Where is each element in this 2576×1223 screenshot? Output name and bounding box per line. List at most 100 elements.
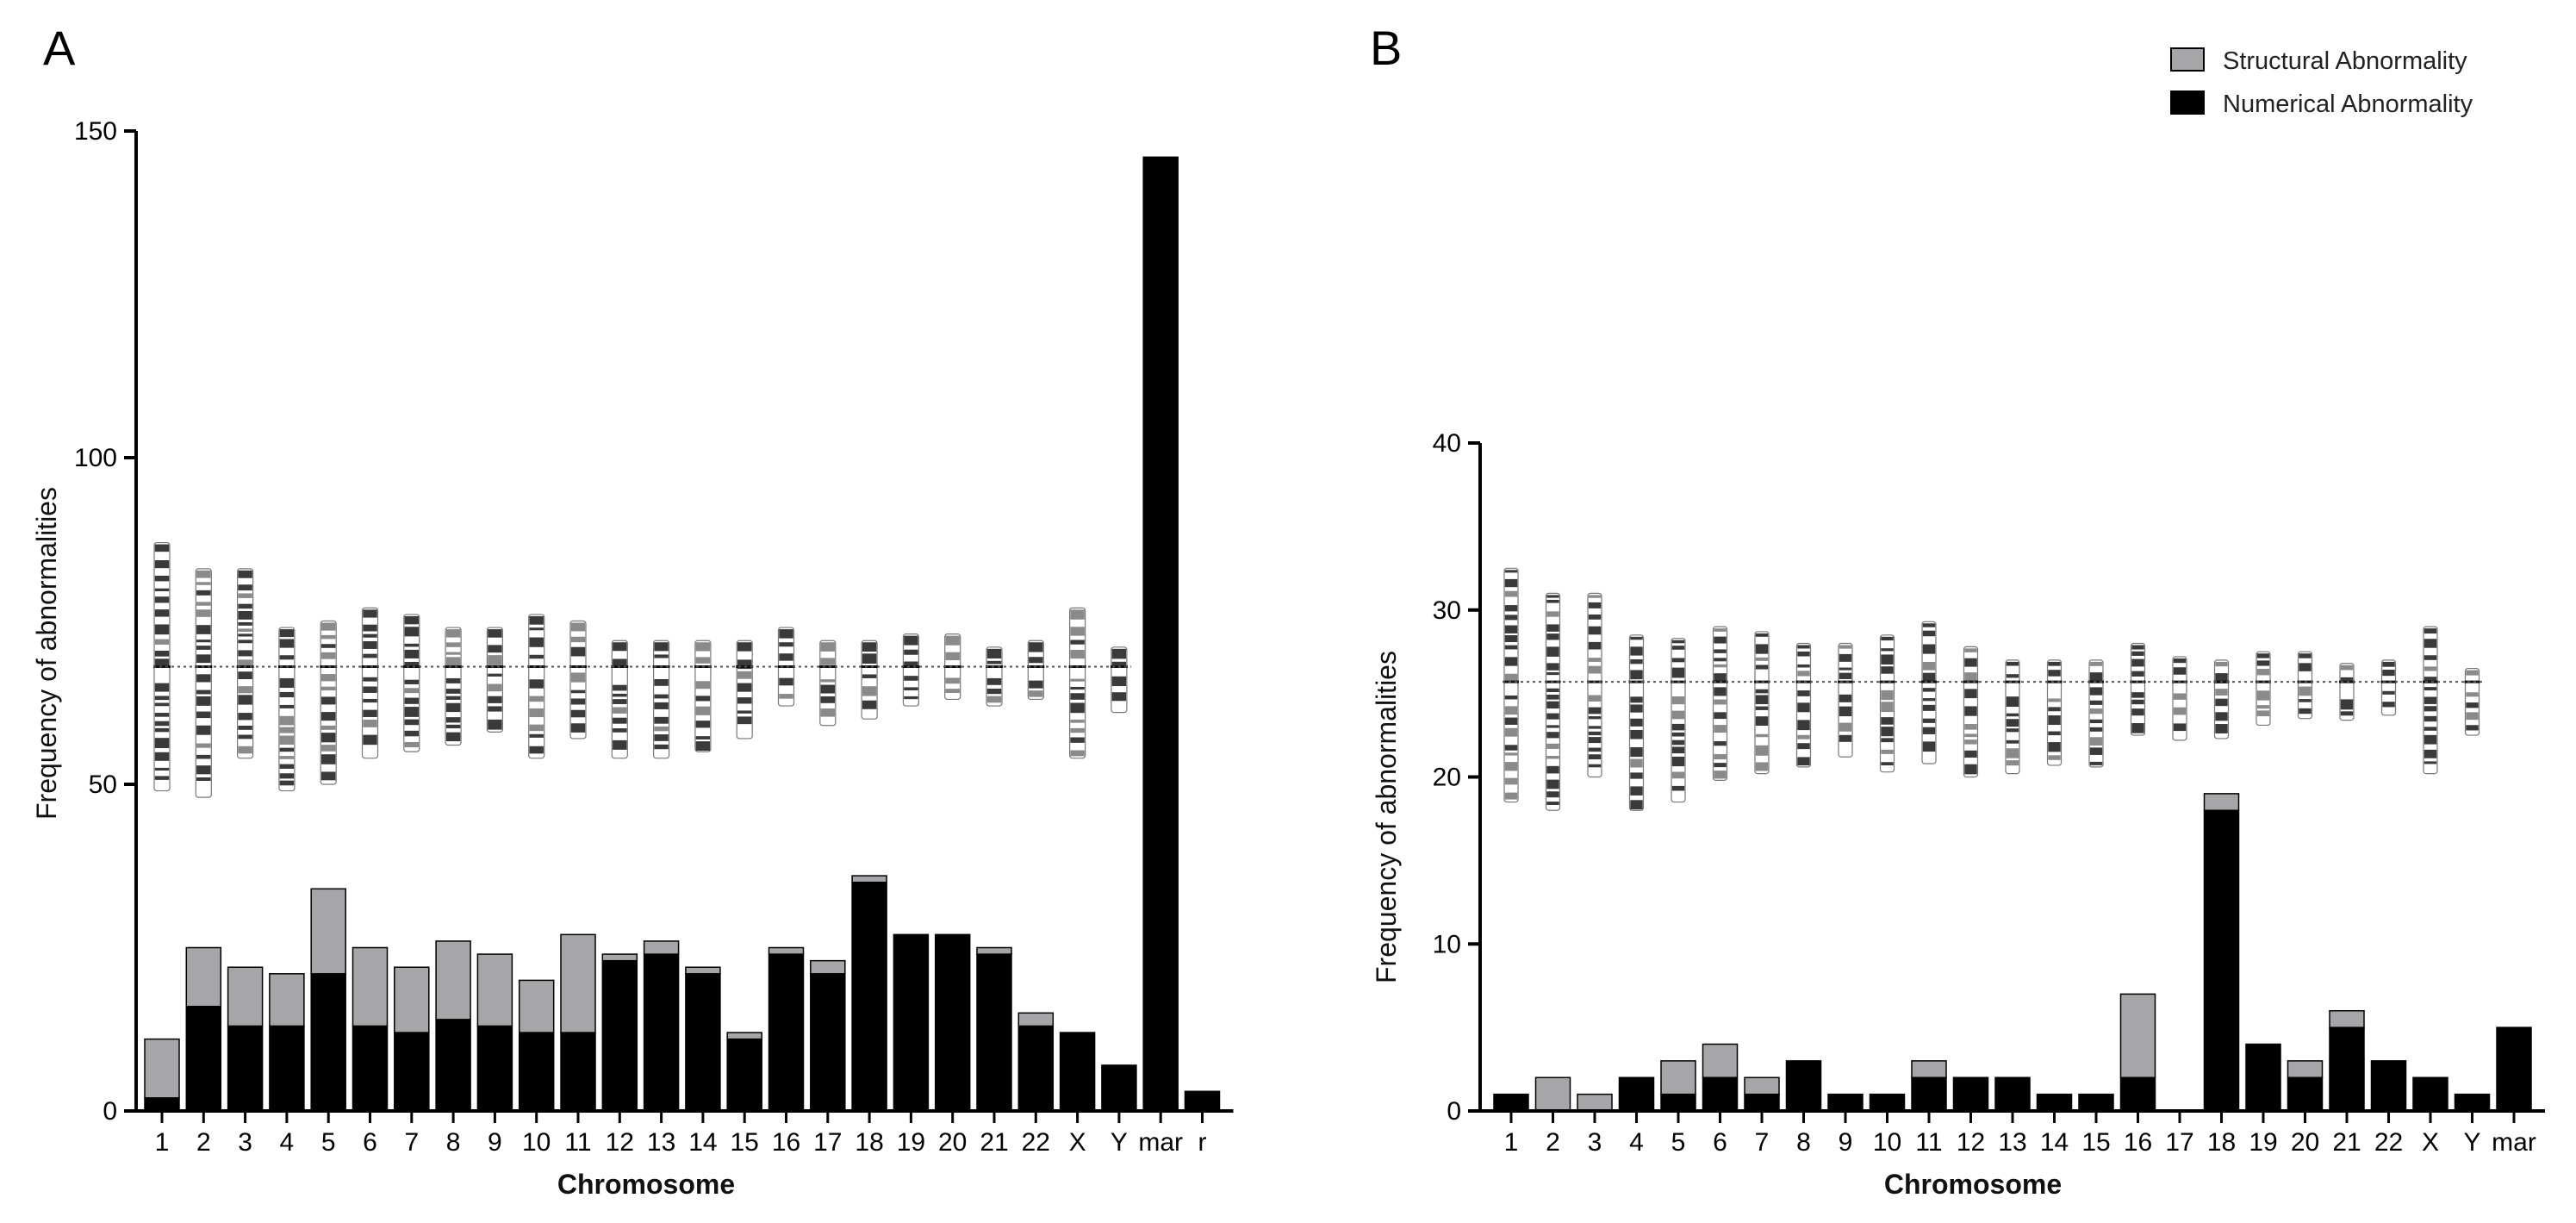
- x-tick-label: r: [1198, 1128, 1207, 1157]
- bar-numerical-19: [2245, 1043, 2281, 1112]
- x-tick-label: 18: [855, 1128, 883, 1157]
- bar-numerical-1: [1493, 1093, 1529, 1112]
- bar-numerical-mar: [1142, 156, 1179, 1112]
- ideogram-19: [2256, 651, 2271, 727]
- bar-structural-13: [643, 940, 680, 955]
- ideogram-20: [2297, 651, 2313, 720]
- panel-b-ideograms: [1503, 567, 2480, 811]
- bar-numerical-6: [1702, 1076, 1739, 1112]
- ideogram-11: [1921, 621, 1937, 764]
- bar-structural-6: [1702, 1043, 1739, 1078]
- bar-numerical-13: [1994, 1076, 2031, 1112]
- ideogram-22: [1027, 640, 1045, 701]
- x-tick-label: 14: [2040, 1128, 2069, 1157]
- panel-a-bars: [144, 156, 1221, 1112]
- bar-structural-9: [476, 953, 513, 1027]
- ideogram-13: [652, 640, 670, 759]
- x-tick-label: 6: [363, 1128, 377, 1157]
- x-tick-label: X: [2422, 1128, 2439, 1157]
- bar-numerical-10: [518, 1032, 555, 1112]
- x-tick-label: Y: [2463, 1128, 2480, 1157]
- ideogram-17: [2172, 656, 2187, 741]
- ideogram-21: [2339, 663, 2355, 721]
- bar-structural-22: [1017, 1012, 1055, 1027]
- panel-b: B Frequency of abnormalities Chromosome …: [1370, 21, 2545, 1200]
- bar-numerical-12: [1952, 1076, 1989, 1112]
- bar-numerical-Y: [2454, 1093, 2491, 1112]
- ideogram-15: [2088, 659, 2104, 768]
- ideogram-12: [1963, 646, 1979, 778]
- bar-structural-18: [2203, 793, 2240, 811]
- panel-a: A Frequency of abnormalities Chromosome …: [31, 21, 1234, 1200]
- x-tick-label: 20: [938, 1128, 967, 1157]
- y-tick-label: 0: [1447, 1097, 1461, 1126]
- ideogram-20: [943, 633, 961, 701]
- ideogram-Y: [1110, 646, 1128, 714]
- ideogram-5: [320, 620, 338, 785]
- ideogram-4: [277, 627, 296, 792]
- bar-numerical-22: [2370, 1060, 2407, 1112]
- bar-numerical-5: [1660, 1093, 1696, 1112]
- ideogram-6: [361, 607, 379, 759]
- ideogram-3: [1587, 592, 1602, 778]
- bar-structural-5: [1660, 1060, 1696, 1095]
- x-tick-label: mar: [1138, 1128, 1183, 1157]
- bar-numerical-r: [1184, 1090, 1221, 1112]
- ideogram-2: [1545, 592, 1561, 811]
- x-tick-label: 3: [238, 1128, 252, 1157]
- ideogram-14: [694, 640, 712, 752]
- bar-structural-2: [185, 946, 222, 1008]
- bar-numerical-14: [2036, 1093, 2073, 1112]
- bar-structural-3: [227, 966, 264, 1027]
- ideogram-4: [1628, 634, 1645, 811]
- bar-numerical-14: [685, 973, 721, 1112]
- ideogram-19: [902, 633, 920, 707]
- bar-structural-4: [269, 973, 305, 1027]
- ideogram-Y: [2464, 667, 2480, 736]
- x-tick-label: 9: [1839, 1128, 1853, 1157]
- x-tick-label: 4: [1629, 1128, 1644, 1157]
- panel-b-bars: [1493, 793, 2532, 1112]
- bar-numerical-5: [310, 973, 346, 1112]
- bar-numerical-8: [1785, 1060, 1822, 1112]
- x-tick-label: 19: [897, 1128, 925, 1157]
- ideogram-16: [777, 627, 795, 707]
- ideogram-9: [486, 627, 504, 733]
- x-tick-label: 13: [647, 1128, 675, 1157]
- y-tick-label: 10: [1433, 930, 1461, 958]
- bar-structural-3: [1577, 1093, 1613, 1112]
- ideogram-X: [2423, 626, 2438, 775]
- x-tick-label: 10: [522, 1128, 551, 1157]
- bar-numerical-9: [1827, 1093, 1864, 1112]
- bar-numerical-4: [1618, 1076, 1655, 1112]
- ideogram-X: [1068, 607, 1086, 759]
- bar-numerical-Y: [1101, 1064, 1137, 1112]
- y-tick-label: 50: [89, 771, 117, 799]
- y-tick-label: 20: [1433, 764, 1461, 792]
- bar-structural-20: [2287, 1060, 2324, 1078]
- x-tick-label: 12: [606, 1128, 634, 1157]
- ideogram-7: [402, 614, 420, 752]
- ideogram-5: [1671, 638, 1686, 803]
- bar-numerical-12: [601, 959, 638, 1112]
- x-tick-label: 13: [1998, 1128, 2026, 1157]
- panel-b-label: B: [1370, 21, 1402, 75]
- bar-numerical-9: [476, 1025, 513, 1112]
- bar-structural-8: [435, 940, 471, 1020]
- bar-structural-7: [394, 966, 430, 1033]
- bar-numerical-7: [1744, 1093, 1780, 1112]
- ideogram-18: [2213, 659, 2230, 739]
- x-tick-label: 17: [2165, 1128, 2193, 1157]
- bar-numerical-2: [185, 1005, 222, 1112]
- bar-numerical-1: [144, 1097, 180, 1112]
- bar-structural-16: [2119, 993, 2156, 1078]
- bar-numerical-7: [394, 1032, 430, 1112]
- x-tick-label: 16: [772, 1128, 800, 1157]
- ideogram-10: [527, 614, 545, 759]
- bar-numerical-16: [768, 953, 805, 1112]
- legend-label-structural: Structural Abnormality: [2223, 47, 2467, 75]
- ideogram-11: [569, 620, 587, 739]
- bar-structural-15: [726, 1032, 762, 1040]
- x-tick-label: 21: [2332, 1128, 2361, 1157]
